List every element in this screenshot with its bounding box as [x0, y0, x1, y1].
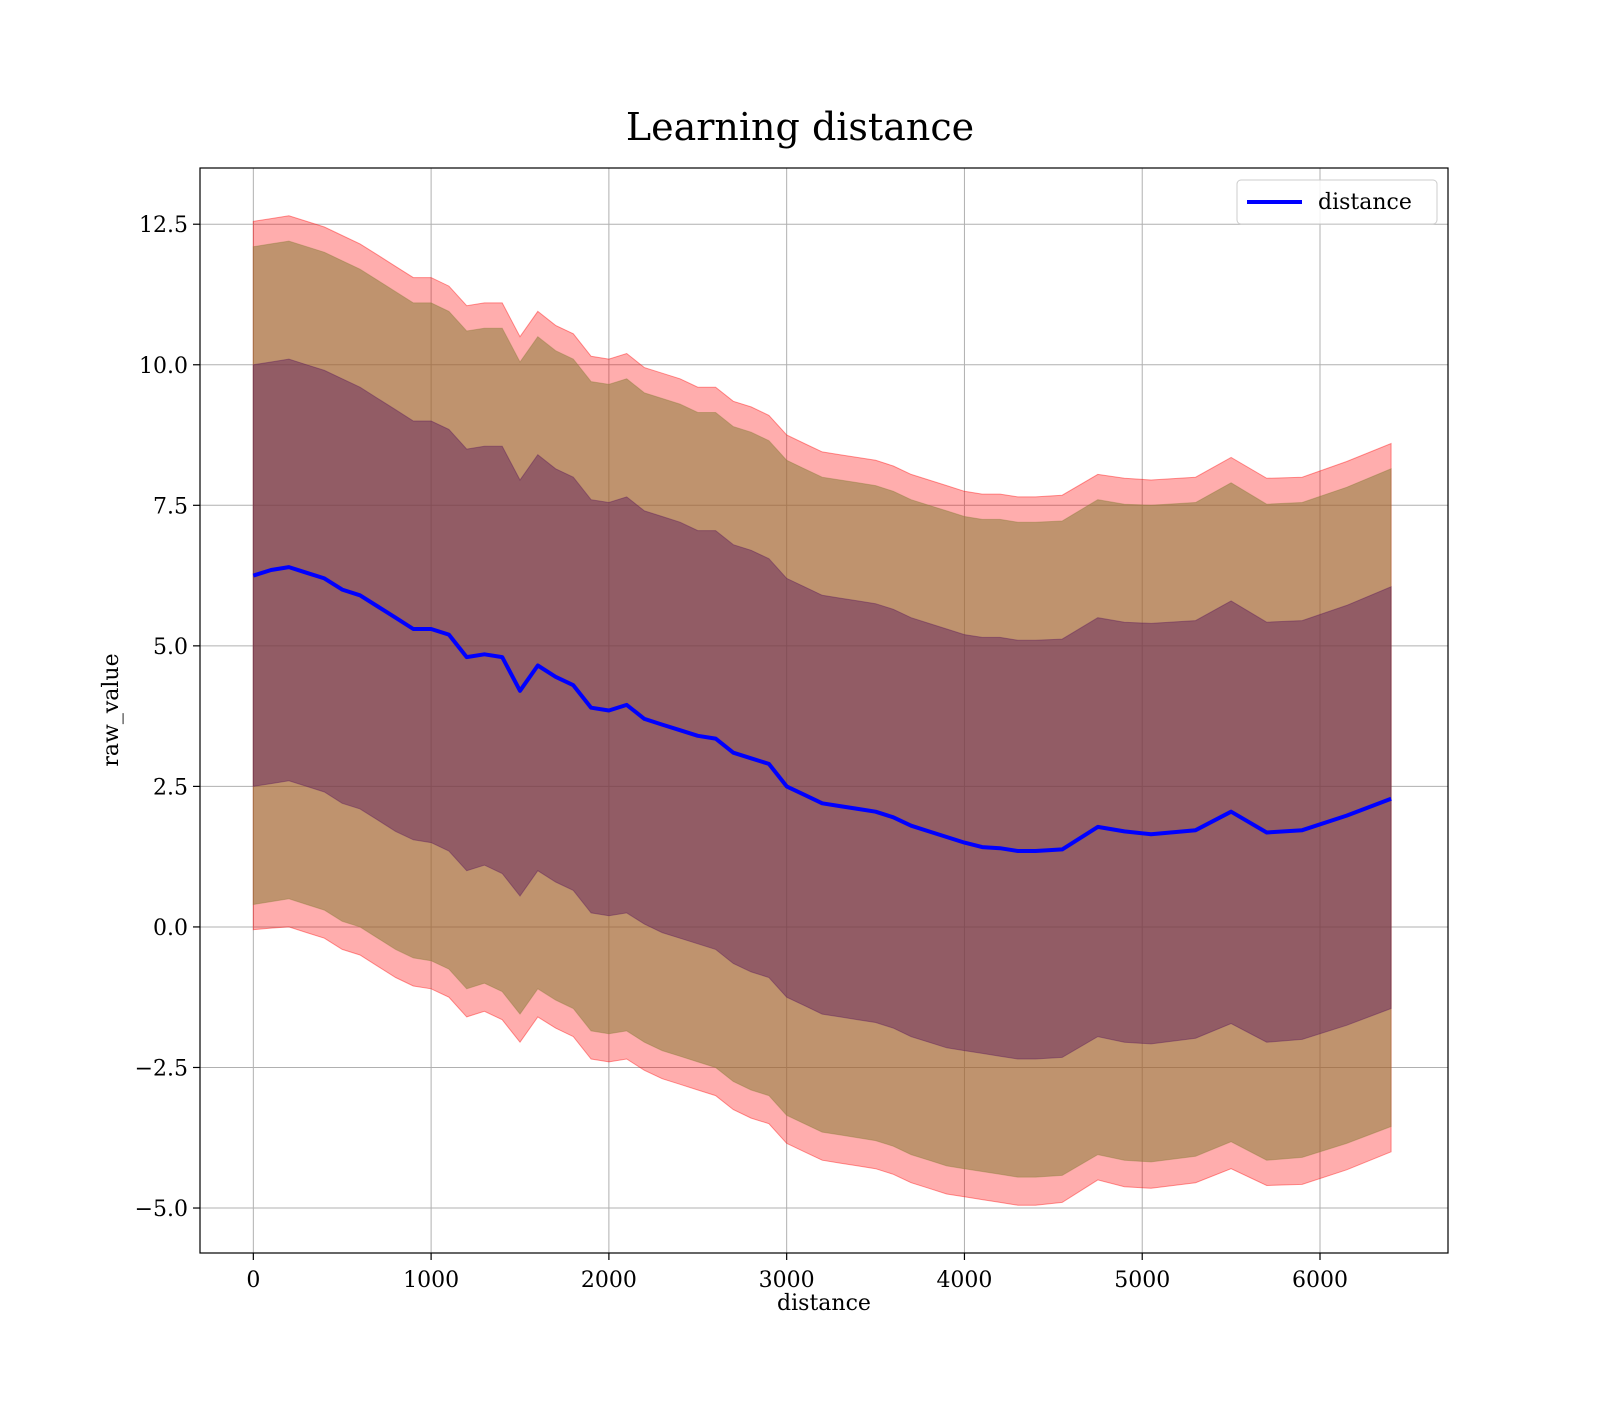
x-tick-label: 4000	[936, 1268, 992, 1293]
x-tick-label: 1000	[403, 1268, 459, 1293]
x-tick-label: 5000	[1114, 1268, 1170, 1293]
confidence-bands	[252, 215, 1392, 1206]
y-tick-label: −2.5	[135, 1056, 188, 1081]
legend-box	[1236, 179, 1438, 225]
chart-title: Learning distance	[626, 105, 974, 149]
x-axis-ticks: 0 1000 2000 3000 4000 5000 6000	[246, 1253, 1348, 1293]
series-layer	[252, 565, 1392, 853]
series-line-distance	[252, 565, 1392, 853]
band-middle	[252, 240, 1392, 1178]
x-tick-label: 3000	[759, 1268, 815, 1293]
legend: distance	[1236, 179, 1438, 225]
y-axis-ticks: −5.0 −2.5 0.0 2.5 5.0 7.5 10.0 12.5	[135, 213, 200, 1222]
x-tick-label: 0	[246, 1268, 260, 1293]
x-axis-label: distance	[777, 1291, 871, 1316]
band-inner	[252, 358, 1392, 1060]
y-tick-label: 12.5	[139, 213, 188, 238]
y-tick-label: 10.0	[139, 354, 188, 379]
x-tick-label: 2000	[581, 1268, 637, 1293]
legend-label: distance	[1318, 190, 1412, 215]
y-axis-label: raw_value	[99, 653, 124, 766]
y-tick-label: 2.5	[153, 775, 188, 800]
y-tick-label: −5.0	[135, 1197, 188, 1222]
plot-frame	[199, 167, 1449, 1254]
x-tick-label: 6000	[1292, 1268, 1348, 1293]
y-tick-label: 5.0	[153, 635, 188, 660]
y-tick-label: 0.0	[153, 916, 188, 941]
y-tick-label: 7.5	[153, 494, 188, 519]
